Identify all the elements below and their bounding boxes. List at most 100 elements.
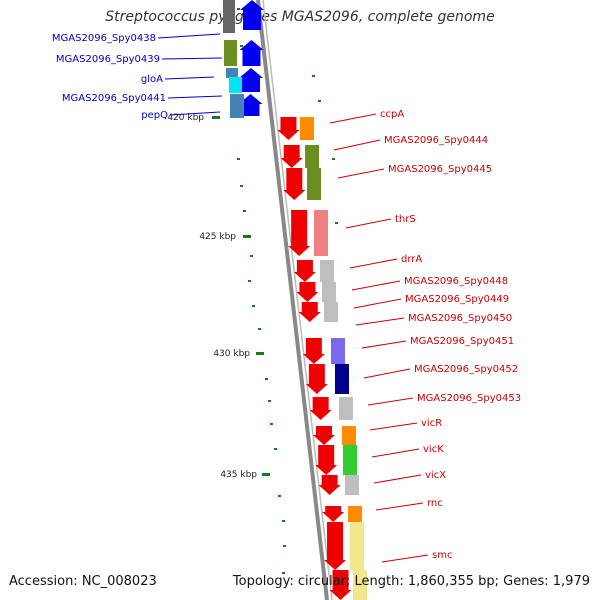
gene-leader-line bbox=[367, 397, 414, 406]
forward-gene-category bbox=[226, 68, 238, 78]
scale-tick bbox=[212, 116, 220, 119]
gene-leader-line bbox=[375, 502, 424, 511]
reverse-gene-arrow bbox=[302, 338, 325, 364]
tick-dot bbox=[335, 222, 338, 224]
gene-label-MGAS2096_Spy0438: MGAS2096_Spy0438 bbox=[52, 33, 156, 44]
reverse-gene-category bbox=[350, 522, 364, 570]
reverse-gene-arrow bbox=[324, 522, 347, 570]
reverse-gene-category bbox=[307, 168, 321, 200]
tick-dot bbox=[265, 378, 268, 380]
reverse-gene-arrow bbox=[277, 117, 300, 140]
reverse-gene-category bbox=[324, 302, 338, 322]
scale-tick bbox=[256, 352, 264, 355]
gene-label-MGAS2096_Spy0451: MGAS2096_Spy0451 bbox=[410, 336, 514, 347]
gene-leader-line bbox=[333, 139, 381, 151]
gene-leader-line bbox=[349, 258, 398, 269]
tick-dot bbox=[282, 572, 285, 574]
scale-tick bbox=[262, 473, 270, 476]
forward-gene-category bbox=[224, 40, 237, 66]
gene-leader-line bbox=[167, 95, 223, 99]
genome-title: Streptococcus pyogenes MGAS2096, complet… bbox=[105, 9, 495, 25]
tick-dot bbox=[248, 280, 251, 282]
reverse-gene-category bbox=[342, 426, 356, 445]
reverse-gene-arrow bbox=[329, 570, 352, 600]
gene-leader-line bbox=[157, 33, 221, 39]
reverse-gene-category bbox=[314, 210, 328, 256]
gene-label-vicX: vicX bbox=[425, 470, 446, 481]
gene-label-MGAS2096_Spy0448: MGAS2096_Spy0448 bbox=[404, 276, 508, 287]
tick-dot bbox=[268, 400, 271, 402]
tick-dot bbox=[270, 423, 273, 425]
reverse-gene-arrow bbox=[312, 426, 335, 445]
reverse-gene-arrow bbox=[309, 397, 332, 420]
scale-tick-label: 420 kbp bbox=[167, 113, 204, 123]
forward-gene-arrow bbox=[240, 0, 264, 30]
genome-summary-text: Topology: circular; Length: 1,860,355 bp… bbox=[232, 574, 590, 589]
gene-label-ccpA: ccpA bbox=[380, 109, 404, 120]
forward-gene-arrow bbox=[238, 94, 263, 116]
reverse-gene-category bbox=[322, 282, 336, 302]
gene-leader-line bbox=[371, 448, 420, 458]
gene-label-MGAS2096_Spy0439: MGAS2096_Spy0439 bbox=[56, 54, 160, 65]
gene-leader-line bbox=[161, 57, 223, 60]
tick-dot bbox=[240, 185, 243, 187]
gene-label-MGAS2096_Spy0444: MGAS2096_Spy0444 bbox=[384, 135, 488, 146]
gene-leader-line bbox=[381, 554, 429, 563]
gene-leader-line bbox=[363, 368, 411, 379]
gene-leader-line bbox=[329, 113, 377, 124]
gene-label-smc: smc bbox=[432, 550, 452, 561]
gene-leader-line bbox=[169, 111, 221, 116]
reverse-gene-category bbox=[348, 506, 362, 522]
gene-leader-line bbox=[337, 168, 385, 179]
tick-dot bbox=[252, 305, 255, 307]
reverse-gene-category bbox=[339, 397, 353, 420]
reverse-gene-arrow bbox=[283, 168, 306, 200]
scale-tick-label: 435 kbp bbox=[220, 470, 257, 480]
tick-dot bbox=[332, 158, 335, 160]
tick-dot bbox=[318, 100, 321, 102]
gene-label-rnc: rnc bbox=[427, 498, 443, 509]
forward-gene-category bbox=[229, 77, 242, 93]
reverse-gene-arrow bbox=[296, 282, 319, 302]
forward-gene-category bbox=[223, 0, 235, 33]
forward-gene-category bbox=[230, 94, 244, 118]
reverse-gene-arrow bbox=[288, 210, 311, 256]
scale-tick bbox=[243, 235, 251, 238]
tick-dot bbox=[237, 158, 240, 160]
gene-label-gloA: gloA bbox=[141, 74, 163, 85]
gene-leader-line bbox=[164, 76, 215, 80]
gene-label-drrA: drrA bbox=[401, 254, 422, 265]
reverse-gene-arrow bbox=[305, 364, 328, 394]
tick-dot bbox=[274, 448, 277, 450]
tick-dot bbox=[282, 520, 285, 522]
reverse-gene-category bbox=[353, 570, 367, 600]
tick-dot bbox=[283, 545, 286, 547]
forward-gene-arrow bbox=[239, 68, 263, 92]
scale-tick-label: 430 kbp bbox=[213, 349, 250, 359]
gene-label-MGAS2096_Spy0445: MGAS2096_Spy0445 bbox=[388, 164, 492, 175]
reverse-gene-arrow bbox=[298, 302, 321, 322]
gene-leader-line bbox=[373, 474, 422, 484]
tick-dot bbox=[278, 495, 281, 497]
reverse-gene-arrow bbox=[318, 475, 341, 495]
tick-dot bbox=[250, 255, 253, 257]
reverse-gene-category bbox=[331, 338, 345, 364]
gene-label-MGAS2096_Spy0441: MGAS2096_Spy0441 bbox=[62, 93, 166, 104]
gene-label-MGAS2096_Spy0450: MGAS2096_Spy0450 bbox=[408, 313, 512, 324]
reverse-gene-category bbox=[345, 475, 359, 495]
reverse-gene-category bbox=[335, 364, 349, 394]
reverse-gene-category bbox=[305, 145, 319, 168]
forward-gene-arrow bbox=[239, 40, 264, 66]
accession-text: Accession: NC_008023 bbox=[9, 574, 157, 589]
reverse-gene-category bbox=[343, 445, 357, 475]
tick-dot bbox=[237, 8, 240, 10]
reverse-gene-category bbox=[320, 260, 334, 282]
reverse-gene-arrow bbox=[280, 145, 303, 168]
reverse-gene-arrow bbox=[315, 445, 338, 475]
tick-dot bbox=[243, 210, 246, 212]
scale-tick-label: 425 kbp bbox=[199, 232, 236, 242]
reverse-gene-arrow bbox=[322, 506, 345, 522]
tick-dot bbox=[240, 45, 243, 47]
